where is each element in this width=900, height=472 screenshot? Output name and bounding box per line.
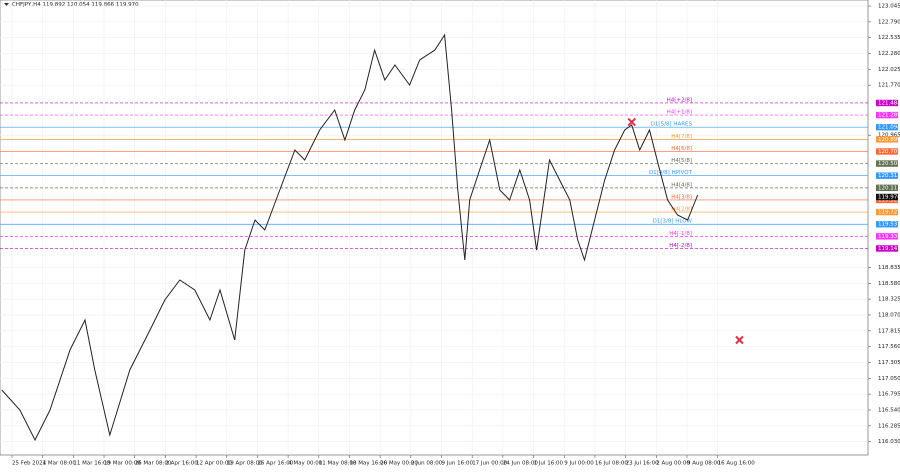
x-tick-label: 26 Apr 16:00: [257, 461, 293, 467]
level-tag-label: 119.727: [878, 210, 900, 216]
level-tag-label: 120.703: [878, 149, 900, 155]
level-tag: [876, 99, 898, 107]
cross-marker: [627, 117, 636, 127]
y-tick-label: 122.025: [878, 67, 900, 73]
level-tag: [876, 233, 898, 240]
level-label: H4[4/8]: [671, 182, 692, 188]
y-tick-label: 117.815: [878, 328, 900, 334]
x-tick-label: 25 Feb 2021: [12, 461, 46, 467]
x-tick-label: 17 Jun 00:00: [472, 461, 507, 467]
level-tag-label: 120.117: [878, 185, 900, 191]
y-tick-label: 122.790: [878, 19, 900, 25]
y-tick-label: 121.770: [878, 83, 900, 89]
chart-title: CHFJPY,H4 119.892 120.054 119.866 119.97…: [12, 2, 139, 8]
level-label: H4[+2/8]: [667, 97, 692, 103]
x-tick-label: 19 Mar 00:00: [104, 461, 141, 467]
x-tick-label: 11 May 08:00: [319, 461, 357, 467]
x-tick-label: 4 May 00:00: [288, 461, 323, 467]
x-tick-label: 16 Aug 16:00: [718, 461, 756, 467]
x-tick-label: 12 Apr 00:00: [196, 461, 232, 467]
y-tick-label: 122.280: [878, 51, 900, 57]
level-tag: [876, 160, 898, 167]
y-tick-label: 118.835: [878, 265, 900, 271]
level-tag-label: 119.922: [878, 197, 900, 203]
x-tick-label: 26 May 00:00: [380, 461, 418, 467]
level-label: D1[5/8] HARES: [651, 122, 693, 128]
x-tick-label: 2 Aug 00:00: [656, 461, 690, 467]
y-tick-label: 116.540: [878, 407, 900, 413]
x-tick-label: 24 Jun 08:00: [503, 461, 538, 467]
level-tag-label: 121.094: [878, 125, 900, 131]
x-tick-label: 9 Jul 00:00: [564, 461, 594, 467]
y-tick-label: 120.965: [878, 133, 900, 139]
y-tick-label: 117.305: [878, 360, 900, 366]
level-tag: [876, 184, 898, 192]
level-label: H4[7/8]: [671, 134, 692, 140]
level-tag: [876, 221, 898, 228]
menu-icon[interactable]: [4, 3, 9, 6]
level-label: H4[-1/8]: [669, 231, 692, 237]
level-tag-label: 120.313: [878, 173, 900, 179]
level-tag: [876, 136, 898, 143]
y-tick-label: 116.795: [878, 392, 900, 398]
level-tag-label: 121.289: [878, 113, 900, 119]
level-tag: [876, 123, 898, 131]
x-tick-label: 23 Jul 16:00: [626, 461, 659, 467]
plot-frame: [0, 0, 869, 456]
level-label: H4[+1/8]: [667, 110, 692, 116]
x-tick-label: 16 Jul 08:00: [595, 461, 628, 467]
cross-marker: [735, 335, 744, 345]
y-tick-label: 118.070: [878, 312, 900, 318]
x-tick-label: 18 May 16:00: [349, 461, 387, 467]
level-tag: [876, 111, 898, 119]
x-tick-label: 9 Aug 08:00: [687, 461, 721, 467]
level-label: H4[5/8]: [671, 158, 692, 164]
level-label: D1[3/8] HLOW: [653, 219, 693, 225]
y-tick-label: 116.030: [878, 439, 900, 445]
level-tag-label: 119.336: [878, 234, 900, 240]
y-tick-label: 118.325: [878, 297, 900, 303]
x-tick-label: 9 Jun 16:00: [442, 461, 474, 467]
y-tick-label: 118.580: [878, 281, 900, 287]
level-tag-label: 120.898: [878, 137, 900, 143]
level-tag-label: 119.141: [878, 246, 900, 252]
level-tag-label: 119.531: [878, 222, 900, 228]
y-tick-label: 123.045: [878, 4, 900, 10]
x-tick-label: 1 Jul 16:00: [534, 461, 564, 467]
y-tick-label: 117.050: [878, 376, 900, 382]
level-label: H4[3/8]: [671, 194, 692, 200]
level-tag: [876, 172, 898, 179]
level-label: H4[6/8]: [671, 146, 692, 152]
x-tick-label: 19 Apr 08:00: [227, 461, 263, 467]
level-tag: [876, 245, 898, 252]
last-price-label: 119.970: [878, 194, 900, 200]
level-tag: [876, 148, 898, 155]
last-price-tag: [876, 193, 898, 201]
x-tick-label: 2 Jun 08:00: [411, 461, 443, 467]
x-tick-label: 4 Mar 08:00: [43, 461, 77, 467]
price-line: [1, 33, 699, 442]
x-tick-label: 26 Mar 08:00: [135, 461, 172, 467]
level-label: D1[4/8] HPIVOT: [649, 170, 693, 176]
level-tag-label: 120.508: [878, 161, 900, 167]
x-tick-label: 2 Apr 16:00: [165, 461, 198, 467]
level-label: H4[2/8]: [671, 207, 692, 213]
y-tick-label: 122.535: [878, 35, 900, 41]
level-tag: [876, 208, 898, 216]
level-label: H4[-2/8]: [669, 243, 692, 249]
y-tick-label: 117.560: [878, 344, 900, 350]
level-tag-label: 121.484: [878, 100, 900, 106]
y-tick-label: 116.285: [878, 423, 900, 429]
x-tick-label: 11 Mar 16:00: [73, 461, 110, 467]
